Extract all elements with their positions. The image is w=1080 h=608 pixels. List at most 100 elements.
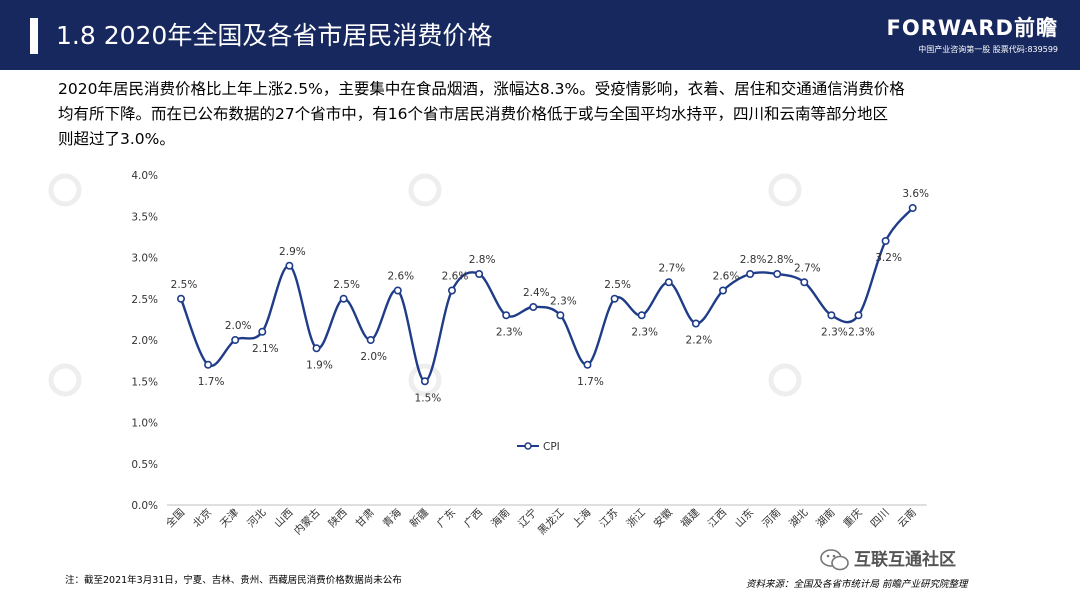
y-tick-label: 2.5% bbox=[131, 294, 158, 306]
data-label: 1.9% bbox=[306, 359, 333, 371]
data-point-marker bbox=[718, 286, 727, 295]
data-point-marker bbox=[312, 344, 321, 353]
data-label: 2.5% bbox=[333, 279, 360, 291]
x-tick-label: 广东 bbox=[434, 506, 458, 530]
x-tick-label: 甘肃 bbox=[353, 506, 377, 530]
x-tick-label: 内蒙古 bbox=[291, 506, 322, 537]
data-point-marker bbox=[475, 270, 484, 279]
data-label: 2.5% bbox=[171, 279, 198, 291]
data-label: 2.3% bbox=[848, 326, 875, 338]
data-label: 1.5% bbox=[415, 392, 442, 404]
x-tick-label: 陕西 bbox=[326, 506, 350, 530]
cpi-line-chart: 0.0% 0.5% 1.0% 1.5% 2.0% 2.5% 3.0% 3.5% 4.0% 全国 北京… bbox=[48, 170, 929, 538]
data-label: 2.6% bbox=[442, 271, 469, 283]
watermark-logo-icon bbox=[408, 363, 442, 397]
data-label: 2.8% bbox=[469, 254, 496, 266]
watermark-logo-icon bbox=[768, 173, 802, 207]
data-label: 2.7% bbox=[658, 262, 685, 274]
watermark-logo-icon bbox=[768, 363, 802, 397]
data-point-marker bbox=[827, 311, 836, 320]
x-tick-label: 海南 bbox=[488, 506, 512, 530]
x-tick-label: 北京 bbox=[190, 506, 214, 530]
x-tick-label: 河南 bbox=[759, 506, 783, 530]
data-label: 1.7% bbox=[198, 376, 225, 388]
x-tick-label: 安徽 bbox=[651, 506, 675, 530]
data-label: 2.4% bbox=[523, 287, 550, 299]
data-point-marker bbox=[502, 311, 511, 320]
data-label: 3.2% bbox=[875, 252, 902, 264]
data-point-marker bbox=[800, 278, 809, 287]
data-point-marker bbox=[746, 270, 755, 279]
data-label: 2.2% bbox=[686, 335, 713, 347]
wechat-watermark: 互联互通社区 bbox=[820, 545, 956, 571]
x-tick-label: 青海 bbox=[380, 506, 404, 530]
x-tick-label: 天津 bbox=[218, 506, 242, 530]
data-label: 2.1% bbox=[252, 343, 279, 355]
data-point-marker bbox=[231, 336, 240, 345]
data-label: 2.9% bbox=[279, 246, 306, 258]
data-point-marker bbox=[177, 294, 186, 303]
x-tick-label: 全国 bbox=[163, 506, 187, 530]
legend-label: CPI bbox=[543, 441, 560, 453]
y-tick-label: 0.5% bbox=[131, 459, 158, 471]
brand-logo: FORWARD前瞻 bbox=[886, 16, 1058, 40]
y-tick-label: 4.0% bbox=[131, 170, 158, 182]
x-tick-label: 山西 bbox=[272, 507, 295, 530]
x-tick-label: 湖南 bbox=[813, 506, 837, 530]
intro-paragraph: 2020年居民消费价格比上年上涨2.5%，主要集中在食品烟酒，涨幅达8.3%。受… bbox=[58, 77, 1038, 152]
data-point-marker bbox=[556, 311, 565, 320]
data-point-marker bbox=[908, 203, 917, 212]
wechat-label: 互联互通社区 bbox=[854, 550, 956, 570]
data-point-marker bbox=[285, 261, 294, 270]
title-accent-bar bbox=[30, 18, 38, 54]
data-label: 1.7% bbox=[577, 376, 604, 388]
y-tick-label: 1.5% bbox=[131, 376, 158, 388]
data-label: 2.3% bbox=[631, 326, 658, 338]
x-tick-label: 湖北 bbox=[787, 506, 811, 530]
data-label: 2.8% bbox=[767, 254, 794, 266]
data-label: 2.3% bbox=[821, 326, 848, 338]
wechat-icon bbox=[820, 549, 849, 571]
data-label: 2.3% bbox=[496, 326, 523, 338]
y-tick-label: 3.5% bbox=[131, 211, 158, 223]
data-label: 2.6% bbox=[713, 271, 740, 283]
y-tick-label: 3.0% bbox=[131, 253, 158, 265]
data-point-marker bbox=[366, 336, 375, 345]
x-tick-label: 上海 bbox=[570, 506, 594, 530]
data-label: 2.5% bbox=[604, 279, 631, 291]
x-tick-label: 江西 bbox=[706, 507, 729, 530]
data-point-marker bbox=[420, 377, 429, 386]
data-label: 2.3% bbox=[550, 295, 577, 307]
y-tick-label: 1.0% bbox=[131, 418, 158, 430]
intro-line: 均有所下降。而在已公布数据的27个省市中，有16个省市居民消费价格低于或与全国平… bbox=[58, 105, 888, 123]
data-point-marker bbox=[610, 294, 619, 303]
x-tick-label: 福建 bbox=[678, 506, 702, 530]
y-tick-label: 2.0% bbox=[131, 335, 158, 347]
x-tick-label: 重庆 bbox=[841, 506, 865, 530]
x-tick-label: 广西 bbox=[462, 507, 485, 530]
data-point-marker bbox=[258, 327, 267, 336]
data-point-marker bbox=[881, 237, 890, 246]
intro-line: 则超过了3.0%。 bbox=[58, 130, 175, 148]
data-point-marker bbox=[529, 303, 538, 312]
watermark-logo-icon bbox=[48, 173, 82, 207]
data-label: 2.0% bbox=[360, 351, 387, 363]
source-text: 资料来源：全国及各省市统计局 前瞻产业研究院整理 bbox=[746, 579, 968, 590]
data-point-marker bbox=[393, 286, 402, 295]
data-point-marker bbox=[339, 294, 348, 303]
brand-subtitle: 中国产业咨询第一股 股票代码:839599 bbox=[918, 45, 1058, 54]
x-tick-label: 辽宁 bbox=[515, 506, 539, 530]
data-point-marker bbox=[447, 286, 456, 295]
data-point-marker bbox=[204, 360, 213, 369]
header-bar: 1.8 2020年全国及各省市居民消费价格 FORWARD前瞻 中国产业咨询第一… bbox=[0, 0, 1080, 70]
data-point-marker bbox=[583, 360, 592, 369]
data-point-marker bbox=[691, 319, 700, 328]
x-tick-label: 江苏 bbox=[597, 506, 621, 530]
x-tick-label: 四川 bbox=[868, 507, 891, 530]
data-label: 2.0% bbox=[225, 320, 252, 332]
x-tick-label: 浙江 bbox=[624, 506, 648, 530]
x-tick-label: 黑龙江 bbox=[535, 506, 567, 538]
data-point-marker bbox=[664, 278, 673, 287]
watermark-logo-icon bbox=[408, 173, 442, 207]
data-label: 2.8% bbox=[740, 254, 767, 266]
